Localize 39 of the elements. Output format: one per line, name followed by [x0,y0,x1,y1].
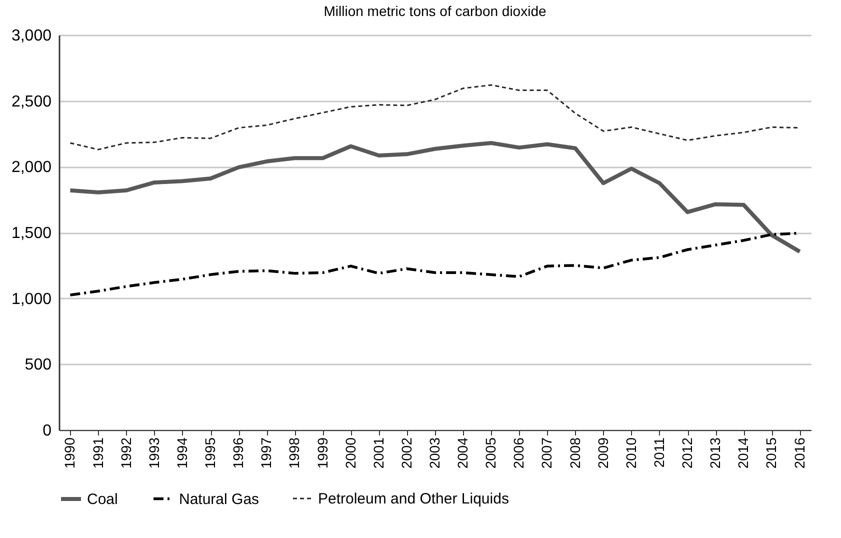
x-tick-label: 2000 [342,437,358,469]
x-tick-label: 1991 [90,437,106,469]
x-tick-label: 2007 [538,437,555,469]
x-tick-label: 1994 [174,437,190,469]
x-tick-label: 1998 [286,437,302,469]
x-tick-label: 1993 [146,437,162,469]
legend-label: Natural Gas [179,490,260,508]
x-tick-label: 2005 [482,437,499,469]
x-tick-label: 2009 [594,437,611,469]
x-tick-label: 1992 [118,437,134,469]
x-tick-label: 2016 [791,437,808,469]
x-tick-label: 2002 [398,437,414,469]
x-tick-label: 2015 [763,437,780,469]
x-tick-label: 2011 [650,437,667,468]
x-tick-label: 1996 [230,437,246,469]
x-tick-label: 1997 [258,437,274,469]
legend-label: Coal [87,491,118,508]
chart-title: Million metric tons of carbon dioxide [324,3,546,19]
x-tick-label: 1990 [62,437,78,469]
y-tick-label: 500 [24,356,52,374]
y-tick-label: 2,000 [11,159,52,176]
x-tick-label: 2008 [566,437,583,469]
y-tick-label: 1,000 [11,290,52,308]
x-tick-label: 1999 [314,437,330,469]
x-tick-label: 2006 [510,437,527,469]
x-tick-label: 2012 [679,437,696,469]
x-tick-label: 1995 [202,437,218,469]
x-tick-label: 2004 [454,437,471,469]
line-series [68,140,802,254]
x-tick-label: 2010 [622,437,639,469]
x-tick-label: 2014 [735,437,752,469]
y-tick-label: 3,000 [11,28,52,44]
x-tick-label: 2003 [426,437,442,469]
legend-label: Petroleum and Other Liquids [318,490,509,508]
y-tick-label: 1,500 [11,225,52,242]
x-tick-label: 2001 [370,437,386,469]
y-tick-label: 2,500 [11,93,52,110]
y-tick-label: 0 [42,422,52,440]
x-tick-label: 2013 [707,437,724,469]
